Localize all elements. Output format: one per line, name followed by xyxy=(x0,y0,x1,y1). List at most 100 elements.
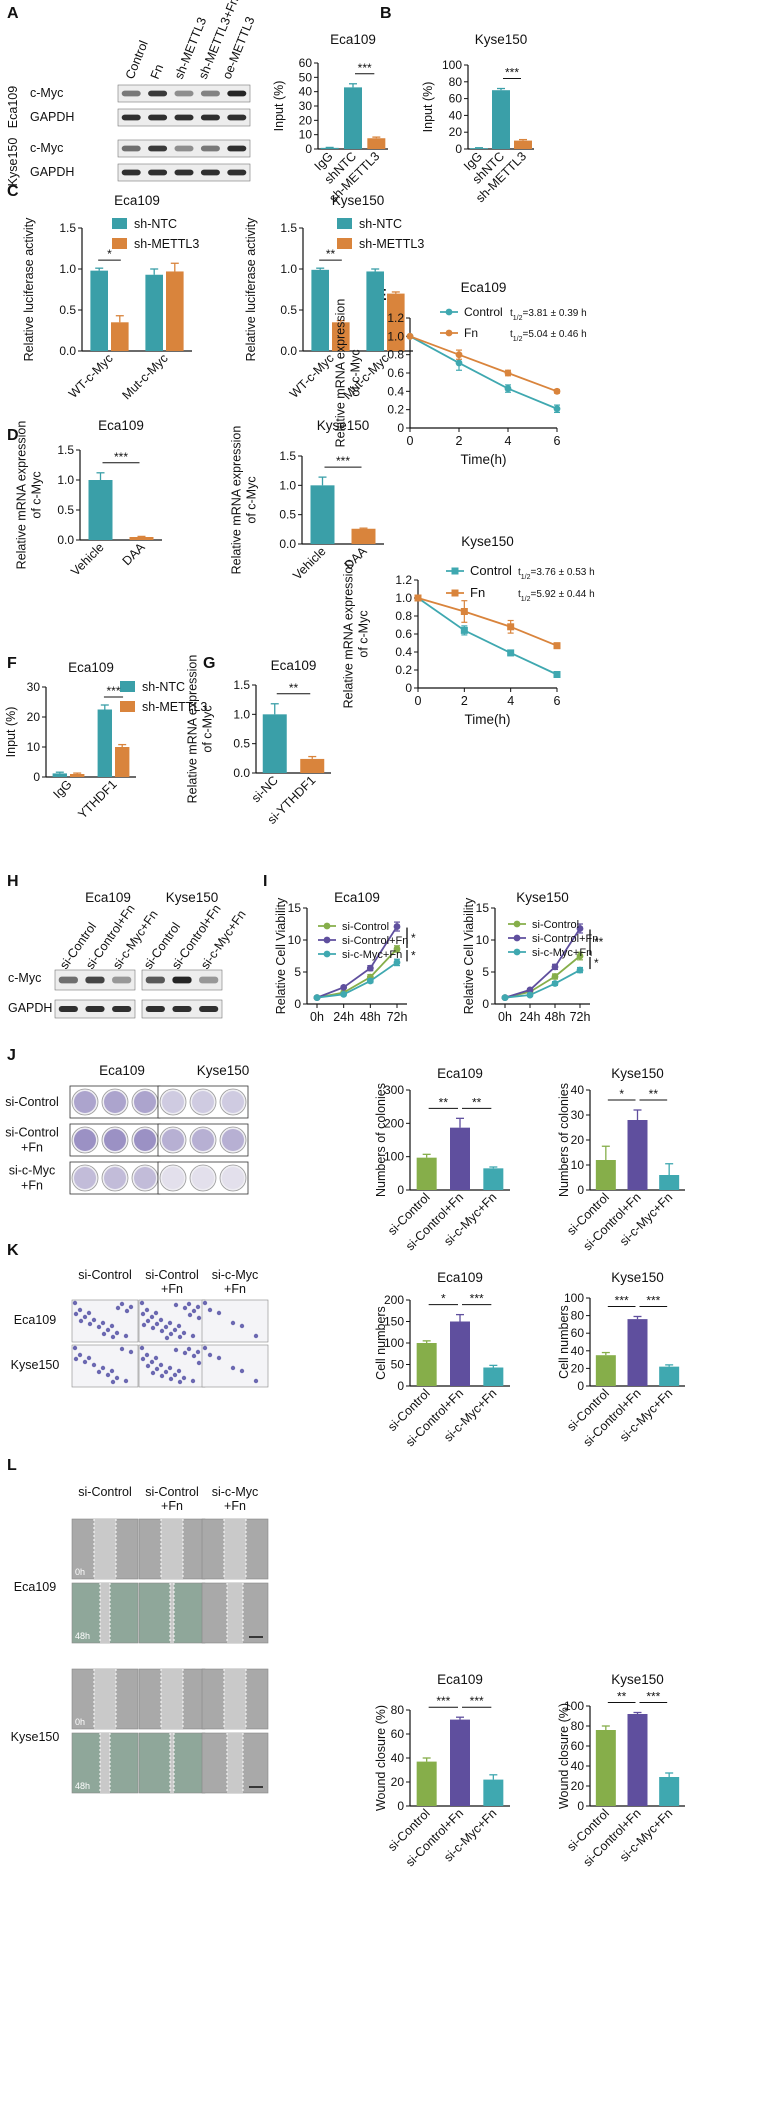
bar xyxy=(351,528,376,544)
bar xyxy=(659,1175,680,1190)
chart-title: Kyse150 xyxy=(332,193,385,208)
stained-cell xyxy=(144,1307,150,1313)
stained-cell xyxy=(128,1349,134,1355)
legend-label: si-c-Myc+Fn xyxy=(342,949,402,961)
stained-cell xyxy=(82,1314,88,1320)
stained-cell xyxy=(239,1368,245,1374)
stained-cell xyxy=(150,1370,156,1376)
colony-stain xyxy=(74,1129,96,1151)
blot-strip xyxy=(117,108,251,127)
y-axis-label: Cell numbers xyxy=(557,1305,571,1379)
stained-cell xyxy=(182,1305,188,1311)
blot-strip xyxy=(54,999,136,1019)
chart-I1: Eca109 0 5 10 15 0h 24h 48h 72h Relative Cell Via… xyxy=(274,890,416,1024)
legend-label: sh-NTC xyxy=(134,217,177,231)
image-group-label: Eca109 xyxy=(99,1063,145,1078)
y-tick-label: 100 xyxy=(564,1291,584,1305)
y-axis-label: of c-Myc xyxy=(349,349,363,396)
stained-cell xyxy=(177,1379,183,1385)
y-tick-label: 150 xyxy=(384,1315,404,1329)
y-axis-label: Relative Cell Viability xyxy=(274,897,288,1014)
blot-band xyxy=(172,976,192,984)
colony-stain xyxy=(192,1129,214,1151)
stained-cell xyxy=(182,1350,188,1356)
blot-band xyxy=(148,90,168,97)
legend-marker xyxy=(323,936,331,944)
y-tick-label: 1.2 xyxy=(395,573,412,587)
data-point xyxy=(366,964,374,972)
chart-title: Kyse150 xyxy=(611,1672,664,1687)
colony-stain xyxy=(134,1167,156,1189)
legend-marker xyxy=(323,950,331,958)
y-tick-label: 20 xyxy=(571,1779,585,1793)
x-tick-label: 72h xyxy=(570,1010,591,1024)
blot-band xyxy=(174,145,194,152)
x-tick-label: 6 xyxy=(554,694,561,708)
y-tick-label: 0 xyxy=(482,997,489,1011)
y-tick-label: 60 xyxy=(449,92,463,106)
well xyxy=(159,1088,187,1116)
legend-swatch xyxy=(112,238,127,249)
blot-band xyxy=(227,90,247,97)
chart-G: Eca109 0.0 0.5 1.0 1.5 Relative mRNA expressi… xyxy=(186,655,331,827)
legend-label: sh-NTC xyxy=(142,680,185,694)
y-tick-label: 0 xyxy=(397,1799,404,1813)
x-tick-label: Mut-c-Myc xyxy=(119,351,170,402)
stained-cell xyxy=(109,1368,115,1374)
y-tick-label: 40 xyxy=(571,1344,585,1358)
chart-title: Eca109 xyxy=(461,280,507,295)
y-tick-label: 0 xyxy=(305,142,312,156)
x-tick-label: WT-c-Myc xyxy=(287,351,337,401)
panel-letter-J: J xyxy=(7,1047,16,1064)
y-tick-label: 40 xyxy=(571,1759,585,1773)
stained-cell xyxy=(124,1308,130,1314)
series-line xyxy=(316,948,398,999)
y-tick-label: 0.5 xyxy=(280,303,297,317)
stained-cell xyxy=(190,1333,196,1339)
y-axis-label: Input (%) xyxy=(421,82,435,133)
y-tick-label: 0 xyxy=(577,1379,584,1393)
blot-row-label: c-Myc xyxy=(8,971,41,985)
y-tick-label: 50 xyxy=(391,1358,405,1372)
sig-label: ** xyxy=(617,1690,627,1704)
x-tick-label: 0 xyxy=(407,434,414,448)
bar xyxy=(367,138,386,149)
sig-label: *** xyxy=(646,1293,660,1307)
y-tick-label: 0.0 xyxy=(280,344,297,358)
panel-letter-G: G xyxy=(203,655,215,672)
y-axis-label: Input (%) xyxy=(272,81,286,132)
bar xyxy=(595,1730,616,1806)
chart-F: Eca109 0 10 20 30 Input (%) sh-NTC sh-METTL3 ***… xyxy=(4,660,207,822)
data-point xyxy=(507,623,515,631)
legend-label: si-Control xyxy=(342,921,389,933)
chart-title: Eca109 xyxy=(437,1270,483,1285)
sig-label: * xyxy=(107,247,112,261)
x-tick-label: 0h xyxy=(310,1010,324,1024)
blot-band xyxy=(121,169,141,176)
bar xyxy=(332,322,350,351)
stained-cell xyxy=(177,1334,183,1340)
stained-cell xyxy=(77,1307,83,1313)
bar xyxy=(70,774,85,777)
stained-cell xyxy=(163,1324,169,1330)
y-tick-label: 80 xyxy=(391,1703,405,1717)
chart-C1: Eca109 0.0 0.5 1.0 1.5 Relative luciferase ac… xyxy=(22,193,199,402)
data-point xyxy=(406,332,414,340)
image-col-label: +Fn xyxy=(224,1499,246,1513)
data-point xyxy=(551,963,559,971)
x-axis-label: Time(h) xyxy=(461,452,507,467)
stained-cell xyxy=(110,1379,116,1385)
y-tick-label: 0.5 xyxy=(59,303,76,317)
stained-cell xyxy=(239,1323,245,1329)
blot-band xyxy=(58,976,78,984)
data-point xyxy=(340,991,348,998)
data-point xyxy=(313,994,321,1001)
colony-stain xyxy=(222,1129,244,1151)
well xyxy=(189,1126,217,1154)
legend-swatch xyxy=(337,218,352,229)
y-tick-label: 0.2 xyxy=(395,663,412,677)
wound-gap xyxy=(100,1583,110,1643)
y-tick-label: 200 xyxy=(384,1116,404,1130)
y-tick-label: 20 xyxy=(391,1775,405,1789)
data-point xyxy=(553,405,561,413)
